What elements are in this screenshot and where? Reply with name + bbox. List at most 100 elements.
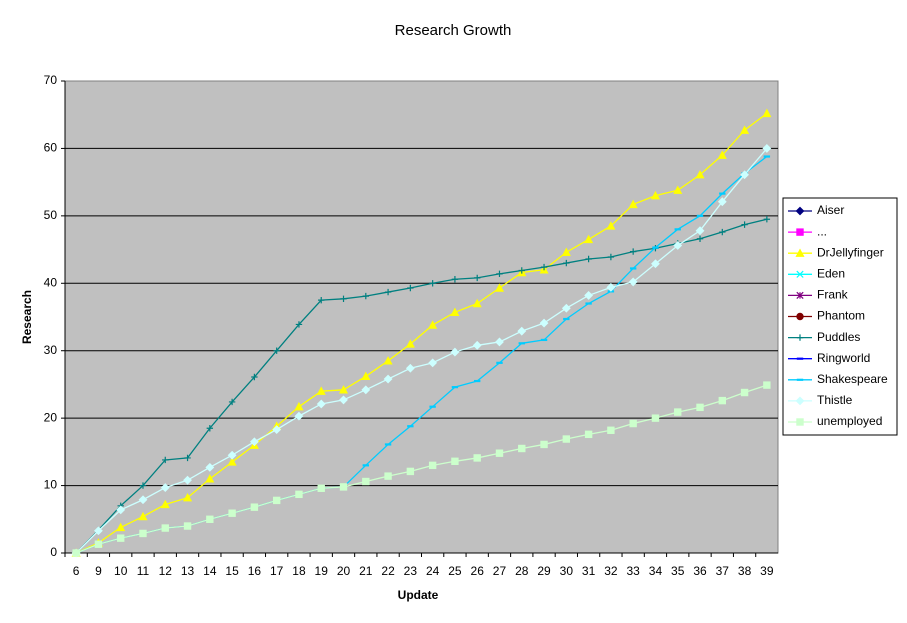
data-point [273,347,280,354]
legend-marker [796,418,804,426]
y-tick-label: 10 [44,478,58,492]
data-point [340,295,347,302]
data-point [72,549,80,557]
data-point [584,291,594,300]
data-point [184,454,191,462]
x-axis-title: Update [398,588,439,602]
legend-label: Eden [817,266,845,280]
x-tick-label: 31 [582,564,596,578]
legend-marker [796,270,804,278]
data-point [272,425,282,435]
data-point [407,284,414,292]
data-point [451,457,459,465]
x-tick-label: 35 [671,564,685,578]
data-point [563,259,570,267]
data-point [183,475,192,485]
data-point [517,326,527,336]
chart-title: Research Growth [395,22,512,39]
x-tick-label: 15 [225,564,239,578]
data-point [339,395,348,405]
data-point [361,371,371,381]
data-point [138,495,148,505]
data-point [228,398,236,406]
data-point [496,270,503,278]
data-point [139,529,147,538]
legend-marker [796,291,804,300]
legend-label: Aiser [817,203,844,217]
data-point [316,386,326,395]
data-point [227,450,237,460]
data-point [650,190,660,200]
y-tick-label: 40 [44,275,58,289]
data-point [362,292,369,300]
data-point [316,399,326,409]
x-tick-label: 36 [693,564,707,578]
data-point [205,474,215,483]
data-point [339,483,348,491]
data-point [717,150,727,159]
data-point [606,282,616,292]
data-point [317,484,325,492]
data-point [94,540,103,548]
x-tick-label: 19 [315,564,329,578]
x-tick-label: 21 [359,564,373,578]
data-point [518,267,525,274]
series-line [75,218,768,554]
legend-label: Shakespeare [817,372,888,386]
data-point [673,185,683,194]
data-point [561,247,571,256]
data-point [696,235,704,242]
data-point [585,255,592,263]
x-tick-label: 13 [181,564,195,578]
data-point [494,283,505,292]
data-point [206,515,214,523]
data-point [674,408,682,416]
data-point [383,374,393,384]
data-point [763,216,771,223]
data-point [428,358,438,368]
data-point [272,496,281,505]
data-point [183,522,192,530]
data-point [628,199,638,209]
data-point [472,298,482,308]
data-point [762,108,772,118]
data-point [227,457,237,466]
data-point [160,499,170,509]
data-point [205,462,215,472]
x-tick-label: 6 [73,564,80,578]
x-tick-label: 26 [471,564,485,578]
data-point [540,440,548,449]
data-point [540,263,548,271]
data-point [628,277,638,287]
data-point [562,435,571,443]
data-point [160,483,170,493]
legend-label: Ringworld [817,351,870,365]
data-point [116,505,126,515]
data-point [183,492,193,502]
data-point [94,526,103,536]
data-point [138,511,148,521]
data-point [206,425,214,432]
data-point [718,396,726,405]
x-tick-label: 27 [493,564,507,578]
x-tick-label: 33 [626,564,640,578]
data-point [696,403,704,412]
legend-marker [796,228,804,236]
x-tick-label: 39 [760,564,774,578]
data-point [250,503,259,511]
legend-marker [796,312,804,321]
legend-label: Frank [817,288,849,302]
data-point [539,318,549,328]
x-tick-label: 20 [337,564,351,578]
data-point [361,385,371,395]
x-tick-label: 25 [448,564,462,578]
x-tick-label: 30 [560,564,574,578]
data-point [295,321,303,328]
data-point [294,411,304,421]
data-point [673,241,683,250]
x-tick-label: 28 [515,564,529,578]
legend-label: Phantom [817,309,865,323]
x-tick-label: 18 [292,564,306,578]
y-tick-label: 60 [44,141,58,155]
